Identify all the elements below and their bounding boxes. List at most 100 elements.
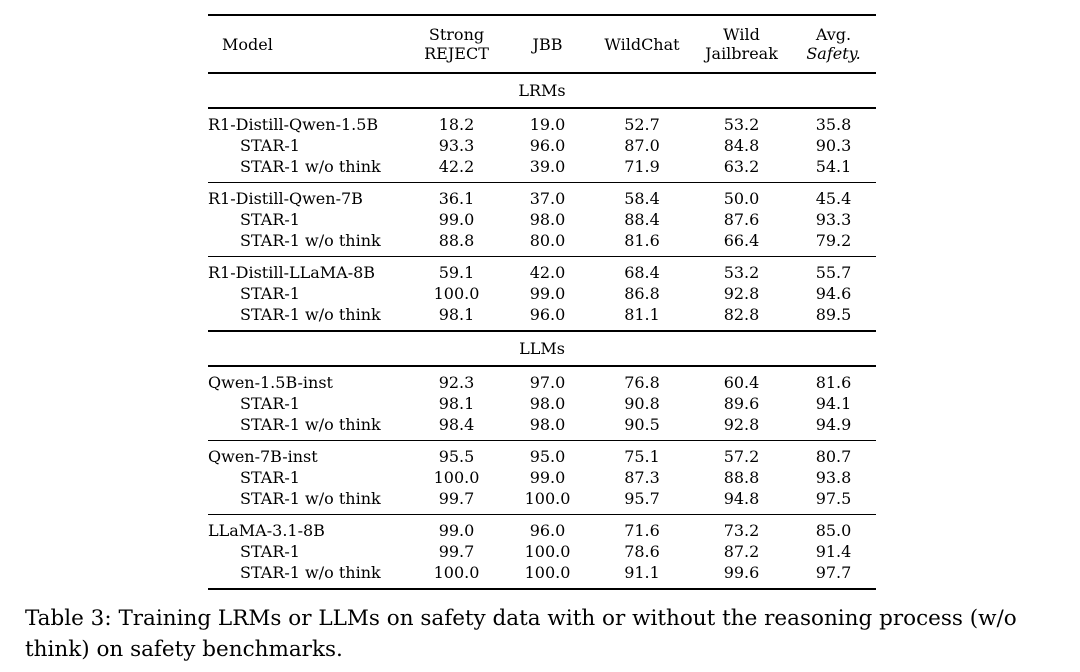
score-cell: 92.8 (723, 284, 760, 303)
score-cell: 98.1 (438, 305, 475, 324)
score-cell: 94.6 (815, 284, 852, 303)
score-cell: 90.5 (624, 415, 660, 434)
score-cell: 89.6 (723, 394, 760, 413)
score-cell: 85.0 (791, 514, 876, 541)
table-header: Model Strong REJECT JBB WildChat Wild Ja… (208, 15, 876, 74)
score-cell: 97.0 (529, 373, 566, 392)
score-cell: 100.0 (433, 284, 480, 303)
score-cell: 98.4 (438, 415, 475, 434)
table-row: R1-Distill-LLaMA-8B 59.1 42.0 68.4 53.2 55.7 (208, 256, 876, 283)
header-label: Model (222, 34, 273, 54)
score-cell: 66.4 (723, 231, 760, 250)
score-cell: 98.0 (529, 415, 566, 434)
score-cell: 84.8 (723, 136, 760, 155)
score-cell: 71.6 (592, 514, 692, 541)
model-name-cell: STAR-1 (240, 542, 300, 561)
model-name-cell: STAR-1 w/o think (240, 157, 381, 176)
model-name-cell: STAR-1 (240, 136, 300, 155)
score-cell: 98.1 (438, 394, 475, 413)
score-cell: 80.0 (529, 231, 566, 250)
model-name-cell: STAR-1 w/o think (240, 489, 381, 508)
score-cell: 96.0 (529, 305, 566, 324)
column-header-jbb: JBB (503, 15, 592, 74)
table-caption: Table 3: Training LRMs or LLMs on safety… (25, 606, 1017, 662)
column-header-avg-safety: Avg. Safety. (791, 15, 876, 74)
score-cell: 99.0 (438, 210, 475, 229)
score-cell: 19.0 (529, 115, 566, 134)
score-cell: 93.8 (815, 468, 852, 487)
section-label-row: LRMs (208, 72, 876, 109)
model-name-cell: STAR-1 w/o think (240, 415, 381, 434)
score-cell: 92.8 (723, 415, 760, 434)
model-name-cell: STAR-1 (240, 394, 300, 413)
score-cell: 98.0 (529, 394, 566, 413)
score-cell: 58.4 (592, 182, 692, 209)
score-cell: 95.0 (503, 440, 592, 467)
header-label-line1: Avg. (815, 25, 852, 44)
model-group: LLaMA-3.1-8B 99.0 96.0 71.6 73.2 85.0 STAR-1 99… (208, 514, 876, 590)
score-cell: 87.2 (723, 542, 760, 561)
score-cell: 99.6 (723, 563, 760, 582)
section-group: LRMs (208, 72, 876, 109)
score-cell: 88.4 (624, 210, 660, 229)
table-row: STAR-1 w/o think 100.0 100.0 91.1 99.6 97.7 (208, 562, 876, 589)
score-cell: 97.7 (815, 563, 852, 582)
score-cell: 42.2 (438, 157, 475, 176)
table-row: STAR-1 w/o think 42.2 39.0 71.9 63.2 54.1 (208, 156, 876, 183)
score-cell: 96.0 (503, 514, 592, 541)
model-name-cell: Qwen-7B-inst (208, 440, 410, 467)
model-name-cell: Qwen-1.5B-inst (208, 373, 333, 392)
score-cell: 52.7 (624, 115, 660, 134)
model-group: Qwen-1.5B-inst 92.3 97.0 76.8 60.4 81.6 STAR-1… (208, 366, 876, 441)
model-name-cell: R1-Distill-Qwen-1.5B (208, 115, 379, 134)
model-group: R1-Distill-Qwen-1.5B 18.2 19.0 52.7 53.2 35.8… (208, 108, 876, 183)
model-group: Qwen-7B-inst 95.5 95.0 75.1 57.2 80.7 STAR-1 10… (208, 440, 876, 515)
score-cell: 50.0 (692, 182, 791, 209)
header-label: WildChat (604, 34, 680, 54)
table-row: STAR-1 100.0 99.0 87.3 88.8 93.8 (208, 467, 876, 488)
score-cell: 88.8 (438, 231, 475, 250)
table-row: STAR-1 w/o think 98.4 98.0 90.5 92.8 94.9 (208, 414, 876, 441)
score-cell: 94.8 (723, 489, 760, 508)
score-cell: 95.7 (624, 489, 660, 508)
model-name-cell: STAR-1 w/o think (240, 231, 381, 250)
table-row: STAR-1 98.1 98.0 90.8 89.6 94.1 (208, 393, 876, 414)
score-cell: 80.7 (791, 440, 876, 467)
score-cell: 99.7 (438, 489, 475, 508)
model-name-cell: STAR-1 (240, 284, 300, 303)
score-cell: 81.6 (624, 231, 660, 250)
table-row: STAR-1 99.7 100.0 78.6 87.2 91.4 (208, 541, 876, 562)
score-cell: 95.5 (410, 440, 503, 467)
score-cell: 73.2 (692, 514, 791, 541)
score-cell: 94.1 (815, 394, 852, 413)
score-cell: 100.0 (524, 542, 571, 561)
score-cell: 87.3 (624, 468, 660, 487)
score-cell: 81.1 (624, 305, 660, 324)
score-cell: 88.8 (723, 468, 760, 487)
score-cell: 94.9 (815, 415, 852, 434)
score-cell: 89.5 (815, 305, 852, 324)
table-row: STAR-1 w/o think 88.8 80.0 81.6 66.4 79.2 (208, 230, 876, 257)
header-label: JBB (532, 34, 563, 54)
score-cell: 100.0 (433, 468, 480, 487)
model-name-cell: R1-Distill-Qwen-7B (208, 182, 410, 209)
score-cell: 100.0 (524, 489, 571, 508)
score-cell: 60.4 (723, 373, 760, 392)
score-cell: 57.2 (692, 440, 791, 467)
model-group: R1-Distill-Qwen-7B 36.1 37.0 58.4 50.0 45.4 ST… (208, 182, 876, 257)
table-row: STAR-1 99.0 98.0 88.4 87.6 93.3 (208, 209, 876, 230)
score-cell: 99.0 (529, 468, 566, 487)
model-name-cell: R1-Distill-LLaMA-8B (208, 256, 410, 283)
score-cell: 87.0 (624, 136, 660, 155)
safety-benchmark-table: Model Strong REJECT JBB WildChat Wild Ja… (208, 14, 876, 590)
header-label-line2: Safety. (806, 44, 861, 63)
score-cell: 59.1 (410, 256, 503, 283)
score-cell: 91.4 (815, 542, 852, 561)
score-cell: 45.4 (791, 182, 876, 209)
header-label-line2: REJECT (424, 44, 489, 63)
table-row: STAR-1 w/o think 99.7 100.0 95.7 94.8 97.5 (208, 488, 876, 515)
score-cell: 71.9 (624, 157, 660, 176)
table-row: STAR-1 93.3 96.0 87.0 84.8 90.3 (208, 135, 876, 156)
score-cell: 55.7 (791, 256, 876, 283)
section-label: LLMs (208, 330, 876, 367)
